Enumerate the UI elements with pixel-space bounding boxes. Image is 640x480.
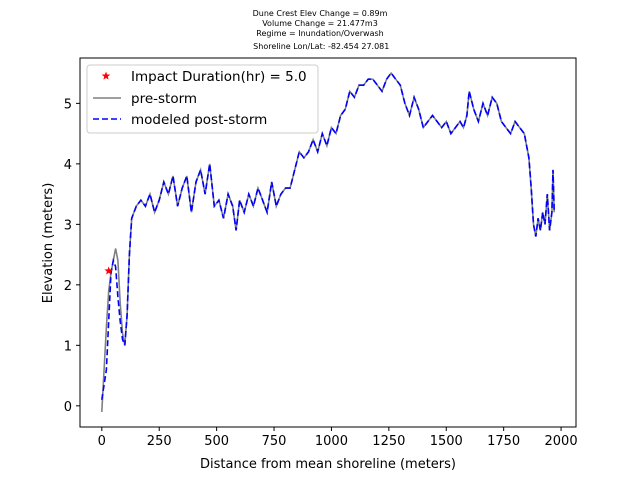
x-tick-label: 1250 (372, 434, 405, 449)
x-tick-label: 0 (98, 434, 106, 449)
x-tick-label: 500 (204, 434, 229, 449)
title-line-4: Shoreline Lon/Lat: -82.454 27.081 (251, 42, 390, 51)
x-tick-label: 750 (262, 434, 287, 449)
x-axis-label: Distance from mean shoreline (meters) (200, 457, 456, 472)
chart-title: Dune Crest Elev Change = 0.89m Volume Ch… (251, 9, 390, 51)
y-tick-label: 5 (64, 97, 72, 112)
y-axis: 0 1 2 3 4 5 (64, 97, 80, 415)
plot-lines (101, 71, 555, 412)
title-line-1: Dune Crest Elev Change = 0.89m (253, 9, 388, 18)
title-line-2: Volume Change = 21.477m3 (262, 19, 378, 28)
legend-label: pre-storm (131, 91, 197, 107)
axes-frame (79, 57, 577, 428)
y-tick-label: 4 (64, 158, 72, 173)
impact-marker (104, 266, 113, 275)
x-axis: 0 250 500 750 1000 1250 1500 1750 2000 (98, 427, 578, 449)
y-tick-label: 2 (64, 279, 72, 294)
series-line-modeled-post-storm (101, 71, 555, 400)
legend-label: modeled post-storm (131, 112, 267, 128)
y-axis-label: Elevation (meters) (41, 183, 56, 304)
x-tick-label: 250 (147, 434, 172, 449)
y-tick-label: 0 (64, 400, 72, 415)
x-tick-label: 2000 (545, 434, 578, 449)
legend-marker-icon (101, 71, 111, 80)
x-tick-label: 1750 (487, 434, 520, 449)
x-tick-label: 1500 (430, 434, 463, 449)
title-line-3: Regime = Inundation/Overwash (256, 29, 383, 38)
x-tick-label: 1000 (315, 434, 348, 449)
legend-box (86, 64, 319, 134)
y-tick-label: 1 (64, 339, 72, 354)
legend: Impact Duration(hr) = 5.0 pre-storm modele… (86, 64, 319, 134)
legend-label: Impact Duration(hr) = 5.0 (131, 69, 307, 85)
y-tick-label: 3 (64, 218, 72, 233)
